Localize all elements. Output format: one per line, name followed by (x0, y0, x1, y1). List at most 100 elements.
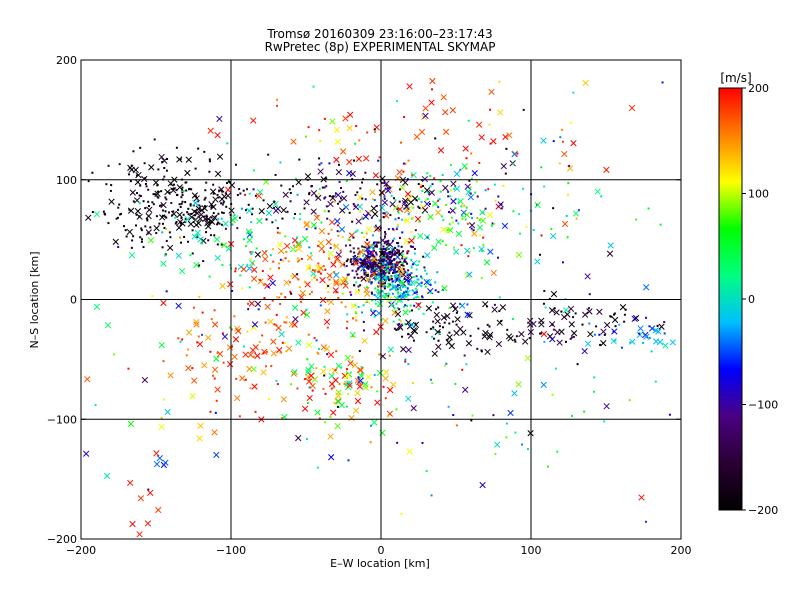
data-point-dot (384, 240, 387, 243)
data-point-dot (220, 223, 223, 226)
data-point-dot (380, 269, 383, 272)
data-point-dot (392, 197, 395, 200)
data-point-dot (298, 218, 301, 221)
data-point-dot (411, 174, 414, 177)
data-point-dot (382, 385, 385, 388)
data-point-cross (362, 260, 369, 267)
data-point-dot (292, 248, 295, 251)
data-point-cross (511, 390, 518, 397)
data-point-dot (294, 177, 297, 180)
data-point-cross (584, 273, 591, 280)
data-point-dot (352, 236, 355, 239)
data-point-dot (498, 296, 501, 299)
data-point-dot (388, 284, 391, 287)
data-point-dot (383, 212, 386, 215)
data-point-dot (351, 356, 354, 359)
data-point-dot (127, 367, 130, 370)
data-point-cross (292, 316, 299, 323)
data-point-dot (367, 255, 370, 258)
data-point-dot (288, 281, 291, 284)
data-point-dot (316, 215, 319, 218)
data-point-dot (135, 174, 138, 177)
data-point-dot (411, 382, 414, 385)
data-point-dot (407, 269, 410, 272)
colorbar-tick-label: −200 (748, 504, 778, 517)
data-point-cross (349, 170, 356, 178)
data-point-dot (401, 286, 404, 289)
data-point-dot (300, 300, 303, 303)
data-point-cross (502, 133, 509, 141)
data-point-cross (136, 531, 143, 538)
data-point-dot (210, 216, 213, 219)
data-point-dot (351, 178, 354, 181)
data-point-dot (386, 256, 389, 259)
data-point-dot (417, 278, 420, 281)
data-point-dot (467, 119, 470, 122)
data-point-dot (341, 292, 344, 295)
data-point-dot (391, 239, 394, 242)
data-point-dot (383, 197, 386, 200)
data-point-dot (269, 254, 272, 257)
data-point-dot (308, 293, 311, 296)
data-point-dot (414, 229, 417, 232)
data-point-cross (127, 420, 135, 428)
data-point-dot (394, 263, 397, 266)
data-point-cross (619, 304, 627, 311)
data-point-dot (388, 268, 391, 271)
data-point-dot (398, 287, 401, 290)
data-point-dot (140, 227, 143, 230)
data-point-dot (192, 204, 195, 207)
data-point-dot (361, 263, 364, 266)
data-point-dot (94, 403, 97, 406)
data-point-cross (479, 217, 487, 224)
data-point-dot (465, 157, 468, 160)
data-point-dot (459, 168, 462, 171)
data-point-dot (238, 216, 241, 219)
data-point-cross (185, 329, 193, 336)
data-point-cross (450, 180, 457, 187)
data-point-dot (516, 152, 519, 155)
data-point-cross (192, 199, 199, 207)
data-point-cross (333, 126, 340, 133)
data-point-cross (397, 279, 405, 286)
data-point-dot (368, 255, 371, 258)
data-point-dot (360, 276, 363, 279)
data-point-dot (418, 260, 421, 263)
data-point-dot (400, 141, 403, 144)
data-point-cross (629, 338, 636, 345)
data-point-cross (205, 334, 212, 341)
data-point-cross (495, 340, 503, 348)
data-point-cross (540, 381, 547, 388)
data-point-cross (108, 198, 115, 205)
data-point-cross (435, 238, 442, 245)
data-point-cross (323, 318, 331, 326)
data-point-dot (405, 204, 408, 207)
data-point-cross (280, 206, 287, 214)
data-point-dot (216, 243, 219, 246)
data-point-dot (560, 128, 563, 131)
data-point-dot (310, 185, 313, 188)
data-point-cross (394, 175, 402, 182)
data-point-cross (596, 308, 603, 315)
data-point-dot (384, 256, 387, 259)
data-point-dot (367, 253, 370, 256)
data-point-cross (478, 245, 485, 253)
data-point-dot (402, 293, 405, 296)
data-point-dot (222, 361, 225, 364)
data-point-dot (162, 360, 165, 363)
data-point-dot (403, 270, 406, 273)
data-point-dot (470, 212, 473, 215)
data-point-dot (420, 275, 423, 278)
data-point-cross (295, 240, 303, 247)
data-point-dot (364, 263, 367, 266)
data-point-dot (381, 250, 384, 253)
data-point-dot (418, 207, 421, 210)
data-point-cross (167, 244, 174, 252)
data-point-dot (398, 318, 401, 321)
data-point-dot (403, 219, 406, 222)
data-point-dot (300, 257, 303, 260)
data-point-dot (142, 200, 145, 203)
data-point-dot (401, 335, 404, 338)
data-point-dot (623, 320, 626, 323)
data-point-dot (383, 195, 386, 198)
